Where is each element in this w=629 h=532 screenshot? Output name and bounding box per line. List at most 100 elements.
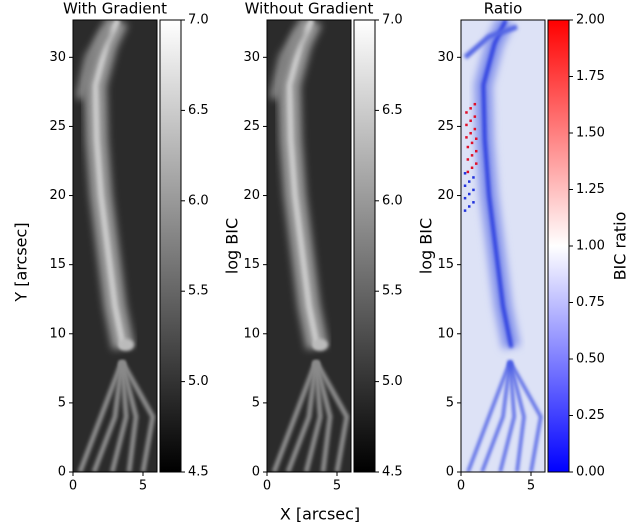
image-structure: [119, 360, 156, 472]
image-structure: [475, 149, 478, 153]
image-structure: [286, 20, 321, 349]
image-structure: [303, 361, 323, 472]
y-tick-label: 25: [49, 119, 66, 134]
colorbar-tick-label: 0.75: [576, 295, 605, 310]
colorbar-tick-label: 6.0: [382, 193, 403, 208]
y-tick-label: 15: [437, 257, 454, 272]
x-tick-label: 5: [333, 479, 341, 494]
colorbar: [353, 19, 376, 473]
image-structure: [475, 137, 478, 140]
colorbar-tick-label: 0.25: [576, 408, 605, 423]
colorbar-tick-label: 6.5: [382, 103, 403, 118]
colorbar-tick-label: 5.0: [188, 374, 209, 389]
image-structure: [481, 20, 514, 348]
image-structure: [508, 361, 526, 472]
y-tick-label: 30: [243, 50, 260, 65]
y-tick-label: 5: [58, 395, 66, 410]
y-tick-label: 20: [437, 188, 454, 203]
image-structure: [91, 361, 125, 472]
image-structure: [463, 196, 467, 200]
y-tick-label: 30: [49, 50, 66, 65]
image-structure: [271, 360, 319, 472]
colorbar-tick-label: 1.50: [576, 126, 605, 141]
heatmap-image: [73, 20, 157, 472]
y-tick-label: 0: [58, 465, 66, 480]
x-tick-label: 0: [457, 479, 465, 494]
image-structure: [480, 361, 512, 472]
y-tick-label: 30: [437, 50, 454, 65]
image-structure: [470, 166, 474, 170]
panel-title: With Gradient: [63, 0, 167, 18]
image-structure: [463, 209, 467, 212]
image-structure: [75, 26, 113, 100]
colorbar-tick-label: 2.00: [576, 13, 605, 28]
image-structure: [466, 145, 470, 149]
image-structure: [470, 154, 474, 157]
y-tick-label: 20: [49, 188, 66, 203]
y-tick-label: 10: [49, 326, 66, 341]
y-tick-label: 10: [437, 326, 454, 341]
plot-frame: [266, 19, 352, 473]
y-tick-label: 5: [446, 395, 454, 410]
y-tick-label: 10: [243, 326, 260, 341]
y-tick-label: 0: [446, 465, 454, 480]
x-tick-label: 5: [139, 479, 147, 494]
image-structure: [466, 158, 470, 161]
image-structure: [118, 338, 135, 351]
image-structure: [463, 24, 518, 60]
image-structure: [469, 119, 472, 123]
heatmap-image: [267, 20, 351, 472]
image-structure: [508, 360, 543, 472]
plot-frame: [72, 19, 158, 473]
image-structure: [473, 127, 477, 131]
colorbar-tick-label: 5.0: [382, 374, 403, 389]
colorbar-tick-label: 1.00: [576, 239, 605, 254]
image-structure: [465, 111, 468, 114]
colorbar-tick-label: 7.0: [382, 13, 403, 28]
image-structure: [466, 360, 512, 472]
image-structure: [475, 162, 478, 165]
colorbar-tick-label: 1.75: [576, 69, 605, 84]
image-structure: [473, 115, 477, 118]
image-structure: [468, 192, 471, 196]
y-tick-label: 5: [252, 395, 260, 410]
image-structure: [468, 205, 471, 208]
image-structure: [466, 170, 470, 174]
image-structure: [92, 20, 127, 349]
image-structure: [463, 184, 467, 187]
colorbar-tick-label: 6.5: [188, 103, 209, 118]
image-structure: [285, 361, 319, 472]
panel-title: Without Gradient: [245, 0, 374, 18]
y-tick-label: 20: [243, 188, 260, 203]
colorbar: [159, 19, 182, 473]
image-structure: [472, 201, 475, 204]
image-structure: [313, 360, 333, 472]
x-tick-label: 5: [527, 479, 535, 494]
colorbar-tick-label: 4.5: [188, 465, 209, 480]
colorbar-label: BIC ratio: [611, 212, 629, 281]
y-tick-label: 15: [243, 257, 260, 272]
x-axis-label: X [arcsec]: [280, 505, 360, 524]
image-structure: [77, 360, 125, 472]
colorbar-tick-label: 0.50: [576, 352, 605, 367]
image-structure: [313, 360, 350, 472]
image-structure: [463, 172, 467, 175]
plot-frame: [460, 19, 546, 473]
colorbar: [547, 19, 570, 473]
image-structure: [473, 102, 477, 106]
x-tick-label: 0: [69, 479, 77, 494]
x-tick-label: 0: [263, 479, 271, 494]
image-structure: [472, 176, 475, 179]
y-axis-label: Y [arcsec]: [12, 222, 31, 302]
image-structure: [470, 141, 474, 145]
image-structure: [472, 188, 475, 192]
colorbar-tick-label: 5.5: [382, 284, 403, 299]
y-tick-label: 15: [49, 257, 66, 272]
heatmap-image: [461, 20, 545, 472]
colorbar-label: log BIC: [223, 218, 242, 274]
colorbar-tick-label: 1.25: [576, 182, 605, 197]
image-structure: [469, 107, 472, 110]
image-structure: [498, 361, 516, 472]
y-tick-label: 25: [437, 119, 454, 134]
